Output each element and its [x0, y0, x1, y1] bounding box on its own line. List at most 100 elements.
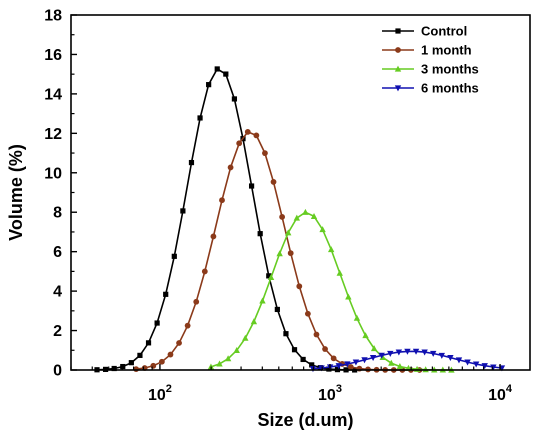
legend-item-2: 1 month	[382, 43, 472, 58]
data-point	[327, 246, 335, 253]
data-point	[387, 350, 394, 357]
data-point	[352, 359, 360, 366]
data-point	[216, 360, 223, 367]
y-axis-title: Volume (%)	[6, 144, 26, 241]
data-point	[310, 212, 318, 219]
series-3	[207, 208, 455, 373]
data-point	[176, 340, 182, 346]
y-tick-label: 16	[44, 47, 62, 64]
data-point	[274, 306, 280, 313]
data-point	[322, 346, 328, 352]
data-point	[283, 331, 289, 337]
data-point	[236, 140, 243, 147]
data-point	[388, 359, 395, 366]
series-line-3	[210, 211, 452, 371]
data-point	[276, 250, 283, 257]
data-point	[464, 359, 471, 366]
data-point	[184, 322, 191, 329]
data-point	[207, 363, 215, 370]
data-point	[395, 349, 403, 356]
data-point	[318, 365, 325, 372]
x-axis-title: Size (d.um)	[257, 410, 353, 430]
data-point	[171, 253, 177, 259]
data-point	[455, 357, 463, 364]
data-point	[412, 348, 420, 355]
legend-marker	[394, 85, 402, 92]
data-point	[145, 340, 152, 346]
legend-label: Control	[421, 24, 467, 39]
series-line-2	[135, 130, 420, 371]
data-point	[253, 132, 260, 139]
data-point	[347, 364, 354, 370]
legend-item-1: Control	[382, 24, 467, 39]
data-point	[270, 179, 277, 185]
legend-marker	[395, 47, 401, 53]
data-point	[224, 355, 232, 362]
data-point	[335, 363, 342, 370]
x-tick-base: 10	[148, 387, 166, 404]
y-tick-label: 14	[44, 86, 62, 103]
data-point	[227, 164, 234, 171]
data-point	[472, 361, 480, 368]
data-point	[201, 268, 208, 275]
data-point	[158, 358, 165, 365]
data-point	[370, 345, 378, 352]
data-point	[111, 365, 117, 372]
data-point	[319, 226, 326, 233]
y-tick-label: 18	[44, 8, 62, 25]
y-tick-label: 8	[53, 205, 62, 222]
data-point	[438, 352, 446, 359]
y-tick-label: 6	[53, 244, 62, 261]
data-point	[128, 360, 134, 366]
data-point	[362, 332, 369, 339]
data-point	[206, 82, 212, 88]
data-point	[302, 208, 309, 215]
legend-label: 6 months	[421, 81, 479, 96]
data-point	[336, 269, 343, 276]
data-point	[214, 66, 220, 72]
data-point	[330, 355, 337, 362]
data-point	[154, 320, 160, 326]
data-point	[285, 229, 292, 236]
data-point	[259, 297, 266, 304]
legend: Control 1 month 3 months 6 months	[382, 24, 479, 96]
legend-label: 3 months	[421, 62, 479, 77]
data-point	[219, 197, 225, 204]
data-point	[266, 273, 272, 279]
data-point	[193, 298, 200, 305]
data-point	[369, 354, 377, 361]
data-point	[167, 351, 174, 358]
legend-label: 1 month	[421, 43, 472, 58]
y-tick-label: 10	[44, 165, 62, 182]
data-point	[379, 354, 386, 361]
data-point	[404, 348, 411, 355]
data-point	[197, 115, 203, 121]
data-point	[430, 350, 437, 357]
legend-item-3: 3 months	[382, 62, 479, 77]
data-point	[361, 357, 368, 364]
data-point	[481, 363, 488, 370]
data-point	[293, 214, 301, 221]
x-tick-exponent: 2	[166, 383, 172, 395]
data-point	[300, 356, 306, 363]
data-point	[326, 366, 332, 372]
data-point	[233, 347, 240, 354]
data-point	[248, 183, 255, 189]
x-tick-exponent: 3	[336, 383, 342, 395]
legend-marker	[395, 28, 401, 34]
series-1	[94, 66, 358, 373]
x-tick-exponent: 4	[506, 383, 513, 395]
y-tick-label: 12	[44, 126, 62, 143]
data-point	[137, 352, 143, 358]
x-tick-label: 104	[488, 383, 513, 404]
legend-item-4: 6 months	[382, 81, 479, 96]
data-point	[231, 96, 238, 102]
y-tick-label: 2	[53, 323, 62, 340]
data-point	[180, 208, 186, 214]
series-2	[133, 129, 423, 373]
x-tick-label: 103	[318, 383, 342, 404]
data-point	[344, 361, 351, 368]
series-layer	[94, 66, 506, 373]
